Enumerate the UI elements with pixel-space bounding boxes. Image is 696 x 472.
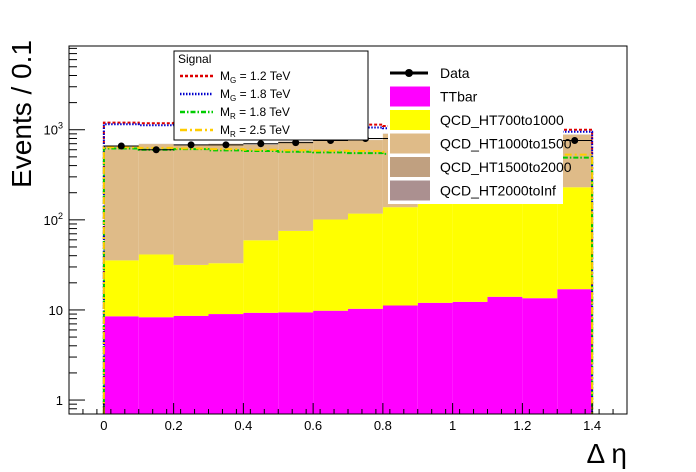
y-tick-label-1e2: 102: [44, 211, 63, 228]
signal-legend-title: Signal: [178, 52, 211, 66]
x-tick-label-3: 0.6: [304, 418, 322, 433]
bar-ttbar-9: [417, 302, 453, 414]
legend-swatch-qcd-ht700to1000: [390, 110, 430, 130]
x-tick-label-1: 0.2: [165, 418, 183, 433]
bar-qcd-ht1000to1500-5: [278, 141, 314, 231]
signal-legend: Signal MG = 1.2 TeV MG = 1.8 TeV MR = 1.8 T…: [173, 50, 369, 141]
signal-legend-label-3: MR = 2.5 TeV: [220, 123, 290, 139]
main-legend: Data TTbar QCD_HT700to1000 QCD_HT1000to1500…: [388, 61, 572, 204]
signal-legend-box: [173, 50, 369, 141]
legend-swatch-qcd-ht1500to2000: [390, 157, 430, 177]
y-tick-label-1e3: 103: [44, 121, 63, 138]
x-tick-label-4: 0.8: [374, 418, 392, 433]
bar-qcd-ht1000to1500-1: [138, 144, 174, 255]
bar-ttbar-8: [382, 305, 418, 414]
y-tick-label-1: 1: [56, 393, 63, 408]
main-legend-box: [388, 61, 563, 204]
bar-qcd-ht1000to1500-0: [103, 146, 139, 261]
signal-legend-label-0: MG = 1.2 TeV: [220, 69, 290, 85]
bar-ttbar-2: [173, 315, 209, 414]
legend-label-2: QCD_HT700to1000: [440, 112, 564, 128]
bar-qcd-ht700to1000-4: [243, 240, 279, 313]
bar-qcd-ht700to1000-0: [103, 260, 139, 317]
bar-ttbar-0: [103, 316, 139, 414]
legend-swatch-qcd-ht1000to1500: [390, 133, 430, 154]
bar-ttbar-10: [452, 301, 488, 414]
signal-legend-label-2: MR = 1.8 TeV: [220, 105, 290, 121]
bar-qcd-ht700to1000-8: [382, 207, 418, 306]
data-point-4: [257, 140, 265, 148]
bar-ttbar-1: [138, 317, 174, 414]
bar-ttbar-13: [557, 289, 593, 414]
y-tick-label-10: 10: [49, 303, 63, 318]
x-tick-label-2: 0.4: [234, 418, 252, 433]
x-tick-label-0: 0: [100, 418, 107, 433]
bar-qcd-ht1000to1500-4: [243, 144, 279, 241]
legend-label-0: Data: [440, 65, 470, 81]
bar-qcd-ht700to1000-6: [313, 219, 348, 311]
bar-qcd-ht1000to1500-3: [208, 144, 244, 264]
bar-ttbar-3: [208, 314, 244, 414]
bar-ttbar-4: [243, 312, 279, 414]
data-point-2: [187, 141, 195, 149]
bar-qcd-ht1000to1500-2: [173, 145, 209, 265]
x-tick-label-6: 1.2: [513, 418, 531, 433]
data-point-1: [152, 146, 160, 154]
data-point-13: [571, 136, 579, 144]
bar-qcd-ht700to1000-13: [557, 187, 593, 290]
x-tick-label-5: 1: [449, 418, 456, 433]
y-axis-title: Events / 0.1: [6, 40, 37, 188]
x-tick-label-7: 1.4: [583, 418, 601, 433]
bar-ttbar-5: [278, 312, 314, 414]
bar-ttbar-11: [487, 296, 523, 414]
x-axis-title: Δ η: [586, 438, 627, 469]
bar-qcd-ht700to1000-12: [522, 185, 558, 299]
data-point-0: [117, 142, 125, 150]
bar-qcd-ht700to1000-5: [278, 230, 314, 313]
bar-qcd-ht700to1000-10: [452, 194, 488, 302]
legend-data-marker: [405, 69, 413, 77]
bar-ttbar-12: [522, 298, 558, 414]
legend-label-1: TTbar: [440, 89, 478, 105]
legend-label-5: QCD_HT2000toInf: [440, 183, 556, 199]
legend-label-3: QCD_HT1000to1500: [440, 136, 572, 152]
bar-qcd-ht700to1000-7: [348, 213, 383, 309]
bar-qcd-ht700to1000-11: [487, 187, 523, 297]
legend-swatch-ttbar: [390, 86, 430, 107]
bar-qcd-ht1000to1500-6: [313, 140, 348, 220]
bar-ttbar-7: [348, 308, 383, 414]
signal-legend-label-1: MG = 1.8 TeV: [220, 87, 290, 103]
bar-ttbar-6: [313, 310, 348, 414]
legend-swatch-qcd-ht2000toinf: [390, 180, 430, 201]
bar-qcd-ht700to1000-2: [173, 264, 209, 316]
data-point-3: [222, 141, 230, 149]
bar-qcd-ht700to1000-3: [208, 263, 244, 315]
axes-layer: 0 0.2 0.4 0.6 0.8 1 1.2 1.4 1 10 102 103: [44, 47, 628, 433]
legend-label-4: QCD_HT1500to2000: [440, 159, 572, 175]
bar-qcd-ht700to1000-1: [138, 254, 174, 318]
bar-qcd-ht700to1000-9: [417, 196, 453, 303]
data-point-5: [292, 139, 300, 147]
